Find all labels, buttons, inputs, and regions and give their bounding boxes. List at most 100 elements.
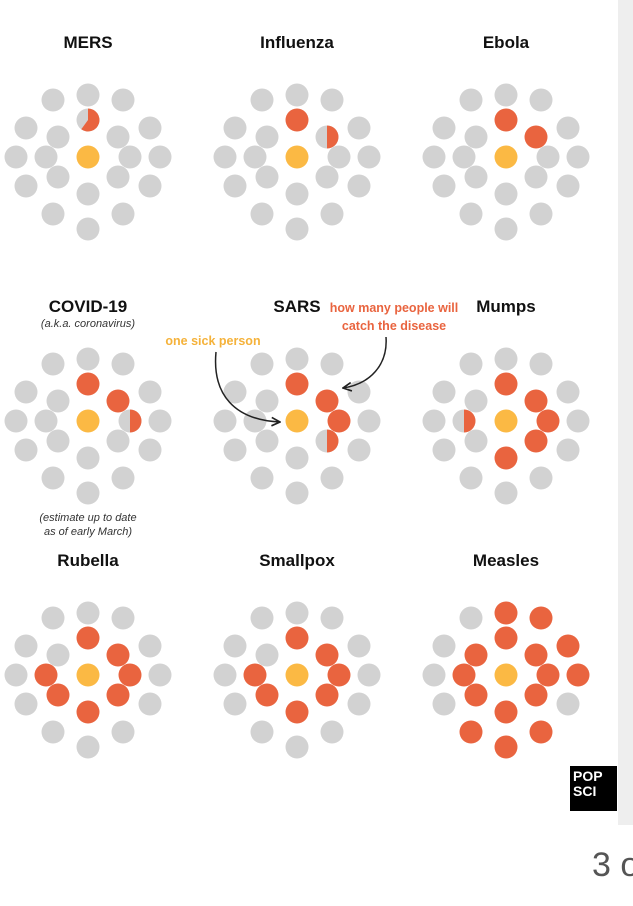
healthy-person-dot bbox=[41, 352, 65, 376]
healthy-person-dot bbox=[138, 116, 162, 140]
healthy-person-dot bbox=[14, 438, 38, 462]
healthy-person-dot bbox=[46, 643, 70, 667]
panel-covid-19: COVID-19 (a.k.a. coronavirus) (estimate up… bbox=[4, 297, 172, 538]
healthy-person-dot bbox=[357, 663, 381, 687]
healthy-person-dot bbox=[106, 165, 130, 189]
healthy-person-dot bbox=[111, 466, 135, 490]
healthy-person-dot bbox=[4, 663, 28, 687]
infected-person-dot bbox=[118, 663, 142, 687]
healthy-person-dot bbox=[4, 145, 28, 169]
panel-title: Ebola bbox=[483, 33, 530, 52]
sick-person-dot bbox=[76, 145, 100, 169]
healthy-person-dot bbox=[285, 217, 309, 241]
healthy-person-dot bbox=[536, 145, 560, 169]
healthy-person-dot bbox=[118, 145, 142, 169]
healthy-person-dot bbox=[46, 125, 70, 149]
healthy-person-dot bbox=[285, 182, 309, 206]
healthy-person-dot bbox=[432, 380, 456, 404]
healthy-person-dot bbox=[14, 116, 38, 140]
infected-person-dot bbox=[106, 683, 130, 707]
healthy-person-dot bbox=[250, 352, 274, 376]
healthy-person-dot bbox=[106, 429, 130, 453]
healthy-person-dot bbox=[494, 481, 518, 505]
panel-title: Measles bbox=[473, 551, 539, 570]
healthy-person-dot bbox=[213, 409, 237, 433]
infected-person-dot bbox=[524, 683, 548, 707]
healthy-person-dot bbox=[347, 634, 371, 658]
healthy-person-dot bbox=[250, 606, 274, 630]
healthy-person-dot bbox=[250, 88, 274, 112]
infected-person-dot bbox=[494, 446, 518, 470]
healthy-person-dot bbox=[138, 634, 162, 658]
infected-person-dot bbox=[285, 108, 309, 132]
healthy-person-dot bbox=[494, 83, 518, 107]
healthy-person-dot bbox=[320, 606, 344, 630]
panel-mumps: Mumps bbox=[422, 297, 590, 505]
healthy-person-dot bbox=[347, 174, 371, 198]
infected-person-dot bbox=[494, 108, 518, 132]
healthy-person-dot bbox=[529, 88, 553, 112]
healthy-person-dot bbox=[255, 429, 279, 453]
healthy-person-dot bbox=[250, 466, 274, 490]
infected-person-dot bbox=[315, 125, 339, 149]
healthy-person-dot bbox=[148, 663, 172, 687]
healthy-person-dot bbox=[243, 409, 267, 433]
healthy-person-dot bbox=[357, 145, 381, 169]
legend-infected-label-line2: catch the disease bbox=[342, 319, 446, 333]
healthy-person-dot bbox=[223, 174, 247, 198]
healthy-person-dot bbox=[315, 165, 339, 189]
healthy-person-dot bbox=[320, 720, 344, 744]
healthy-person-dot bbox=[459, 88, 483, 112]
infected-person-dot bbox=[243, 663, 267, 687]
healthy-person-dot bbox=[347, 438, 371, 462]
healthy-person-dot bbox=[320, 202, 344, 226]
healthy-person-dot bbox=[432, 692, 456, 716]
healthy-person-dot bbox=[556, 174, 580, 198]
sick-person-dot bbox=[76, 409, 100, 433]
panel-ebola: Ebola bbox=[422, 33, 590, 241]
healthy-person-dot bbox=[14, 174, 38, 198]
healthy-person-dot bbox=[138, 692, 162, 716]
healthy-person-dot bbox=[46, 389, 70, 413]
healthy-person-dot bbox=[4, 409, 28, 433]
infected-person-dot bbox=[285, 700, 309, 724]
healthy-person-dot bbox=[347, 116, 371, 140]
healthy-person-dot bbox=[556, 692, 580, 716]
healthy-person-dot bbox=[494, 347, 518, 371]
infected-person-dot bbox=[106, 389, 130, 413]
panel-rubella: Rubella bbox=[4, 551, 172, 759]
healthy-person-dot bbox=[432, 634, 456, 658]
healthy-person-dot bbox=[432, 438, 456, 462]
healthy-person-dot bbox=[494, 182, 518, 206]
healthy-person-dot bbox=[76, 83, 100, 107]
healthy-person-dot bbox=[14, 692, 38, 716]
healthy-person-dot bbox=[148, 409, 172, 433]
healthy-person-dot bbox=[76, 347, 100, 371]
healthy-person-dot bbox=[223, 380, 247, 404]
legend-infected-arrow bbox=[343, 336, 387, 388]
healthy-person-dot bbox=[422, 145, 446, 169]
healthy-person-dot bbox=[41, 202, 65, 226]
healthy-person-dot bbox=[529, 466, 553, 490]
infected-person-dot bbox=[529, 606, 553, 630]
healthy-person-dot bbox=[34, 145, 58, 169]
healthy-person-dot bbox=[285, 481, 309, 505]
infected-person-dot bbox=[494, 626, 518, 650]
healthy-person-dot bbox=[46, 165, 70, 189]
healthy-person-dot bbox=[14, 634, 38, 658]
healthy-person-dot bbox=[320, 466, 344, 490]
healthy-person-dot bbox=[285, 601, 309, 625]
healthy-person-dot bbox=[285, 347, 309, 371]
infected-person-dot bbox=[536, 409, 560, 433]
healthy-person-dot bbox=[464, 165, 488, 189]
infected-person-dot bbox=[285, 626, 309, 650]
healthy-person-dot bbox=[255, 389, 279, 413]
sick-person-dot bbox=[285, 663, 309, 687]
scrollbar-track[interactable] bbox=[618, 0, 633, 825]
healthy-person-dot bbox=[464, 429, 488, 453]
infected-person-dot bbox=[452, 663, 476, 687]
infected-person-dot bbox=[76, 108, 100, 132]
healthy-person-dot bbox=[14, 380, 38, 404]
healthy-person-dot bbox=[76, 217, 100, 241]
